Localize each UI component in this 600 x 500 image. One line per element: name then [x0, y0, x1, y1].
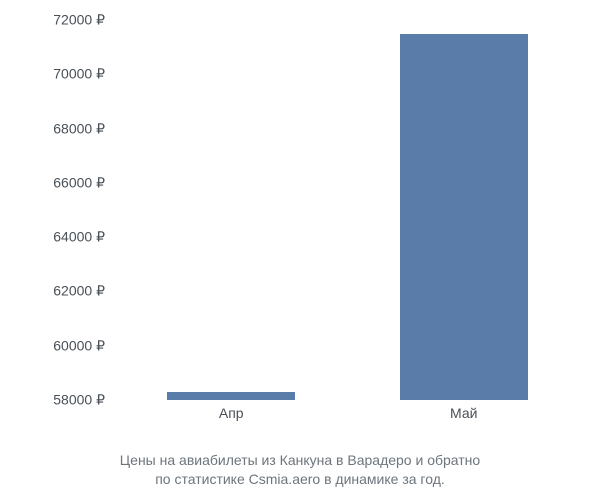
y-tick-label: 68000 ₽ [20, 120, 105, 137]
y-tick-label: 66000 ₽ [20, 174, 105, 191]
y-tick-label: 60000 ₽ [20, 337, 105, 354]
y-tick-label: 64000 ₽ [20, 229, 105, 246]
caption-line1: Цены на авиабилеты из Канкуна в Варадеро… [120, 452, 480, 468]
y-axis: 58000 ₽60000 ₽62000 ₽64000 ₽66000 ₽68000… [20, 20, 105, 400]
y-tick-label: 70000 ₽ [20, 66, 105, 83]
y-tick-label: 58000 ₽ [20, 392, 105, 409]
bar [167, 392, 295, 400]
bar [400, 34, 528, 400]
x-tick-label: Май [450, 405, 477, 421]
x-axis: Апр Май [115, 405, 580, 430]
caption-line2: по статистике Csmia.aero в динамике за г… [155, 471, 445, 487]
y-tick-label: 72000 ₽ [20, 12, 105, 29]
x-tick-label: Апр [219, 405, 244, 421]
chart-caption: Цены на авиабилеты из Канкуна в Варадеро… [0, 451, 600, 490]
y-tick-label: 62000 ₽ [20, 283, 105, 300]
plot-area [115, 20, 580, 400]
chart-container: 58000 ₽ 60000 ₽ 62000 ₽ 64000 ₽ 66000 ₽ 68000… [20, 20, 580, 440]
